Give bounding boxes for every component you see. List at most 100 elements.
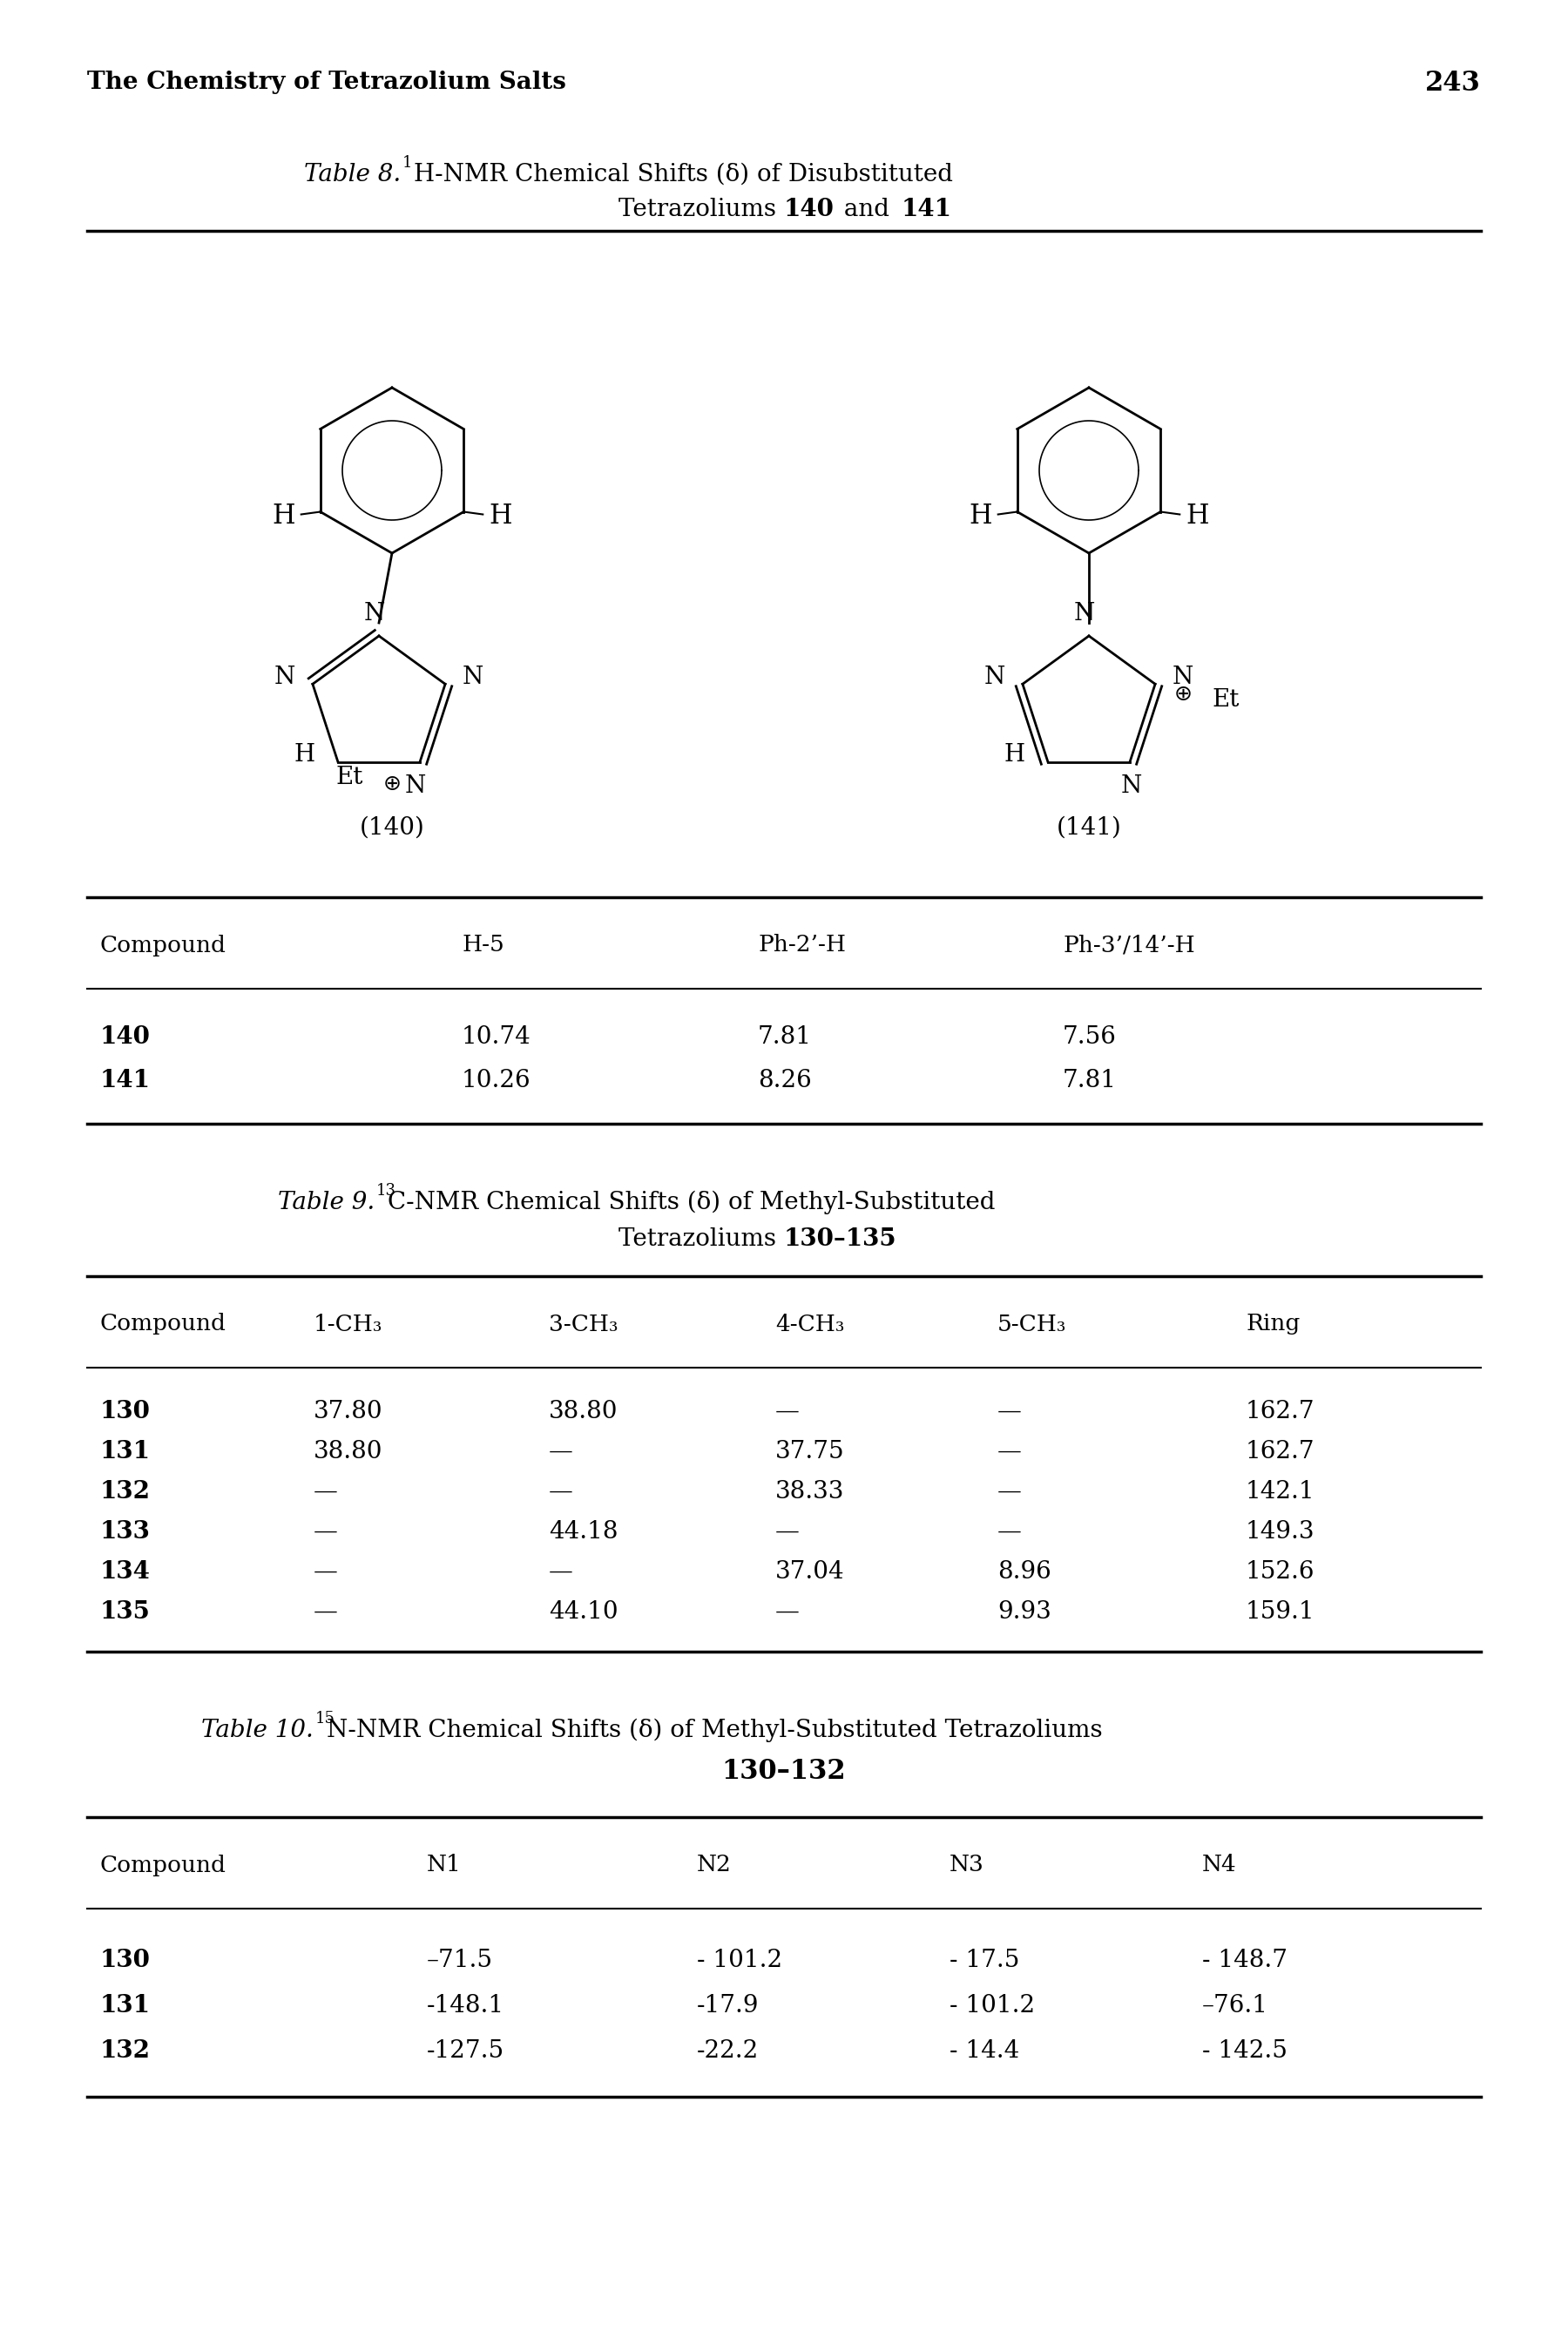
Text: 130–132: 130–132: [721, 1759, 847, 1785]
Text: —: —: [997, 1519, 1022, 1543]
Text: Table 9.: Table 9.: [278, 1190, 375, 1214]
Text: H-NMR Chemical Shifts (δ) of Disubstituted: H-NMR Chemical Shifts (δ) of Disubstitut…: [414, 162, 953, 186]
Text: 8.26: 8.26: [757, 1068, 812, 1091]
Text: –71.5: –71.5: [426, 1950, 492, 1973]
Text: 132: 132: [100, 2039, 151, 2063]
Text: N: N: [1121, 774, 1142, 797]
Text: 38.80: 38.80: [549, 1399, 618, 1423]
Text: 3-CH₃: 3-CH₃: [549, 1312, 618, 1336]
Text: 159.1: 159.1: [1245, 1599, 1316, 1623]
Text: —: —: [549, 1479, 572, 1503]
Text: 7.81: 7.81: [757, 1025, 812, 1049]
Text: Compound: Compound: [100, 1853, 226, 1877]
Text: -148.1: -148.1: [426, 1994, 505, 2018]
Text: ⊕: ⊕: [1174, 684, 1192, 706]
Text: 5-CH₃: 5-CH₃: [997, 1312, 1066, 1336]
Text: ⊕: ⊕: [383, 774, 401, 795]
Text: N3: N3: [950, 1853, 985, 1877]
Text: —: —: [314, 1479, 337, 1503]
Text: 38.80: 38.80: [314, 1439, 383, 1463]
Text: 131: 131: [100, 1439, 151, 1463]
Text: Compound: Compound: [100, 934, 226, 955]
Text: (141): (141): [1057, 816, 1121, 840]
Text: -22.2: -22.2: [696, 2039, 759, 2063]
Text: 142.1: 142.1: [1245, 1479, 1316, 1503]
Text: and: and: [836, 198, 897, 221]
Text: H: H: [489, 503, 511, 529]
Text: —: —: [314, 1599, 337, 1623]
Text: 15: 15: [315, 1710, 336, 1726]
Text: 4-CH₃: 4-CH₃: [775, 1312, 845, 1336]
Text: 132: 132: [100, 1479, 151, 1503]
Text: 8.96: 8.96: [997, 1559, 1051, 1583]
Text: - 101.2: - 101.2: [696, 1950, 782, 1973]
Text: H: H: [1005, 743, 1025, 767]
Text: Table 8.: Table 8.: [304, 162, 401, 186]
Text: Tetrazoliums: Tetrazoliums: [619, 198, 784, 221]
Text: 134: 134: [100, 1559, 151, 1583]
Text: 141: 141: [902, 198, 952, 221]
Text: —: —: [549, 1559, 572, 1583]
Text: N: N: [463, 666, 483, 689]
Text: —: —: [775, 1599, 800, 1623]
Text: 140: 140: [100, 1025, 151, 1049]
Text: N-NMR Chemical Shifts (δ) of Methyl-Substituted Tetrazoliums: N-NMR Chemical Shifts (δ) of Methyl-Subs…: [326, 1717, 1102, 1743]
Text: 37.04: 37.04: [775, 1559, 845, 1583]
Text: (140): (140): [359, 816, 425, 840]
Text: 44.18: 44.18: [549, 1519, 618, 1543]
Text: H: H: [295, 743, 315, 767]
Text: —: —: [549, 1439, 572, 1463]
Text: 38.33: 38.33: [775, 1479, 845, 1503]
Text: 162.7: 162.7: [1245, 1399, 1316, 1423]
Text: Table 10.: Table 10.: [201, 1719, 314, 1743]
Text: 133: 133: [100, 1519, 151, 1543]
Text: N2: N2: [696, 1853, 732, 1877]
Text: —: —: [997, 1439, 1022, 1463]
Text: Ph-3’/14’-H: Ph-3’/14’-H: [1063, 934, 1195, 955]
Text: -17.9: -17.9: [696, 1994, 759, 2018]
Text: N: N: [364, 602, 386, 626]
Text: Ph-2’-H: Ph-2’-H: [757, 934, 845, 955]
Text: N4: N4: [1203, 1853, 1237, 1877]
Text: N1: N1: [426, 1853, 461, 1877]
Text: -127.5: -127.5: [426, 2039, 505, 2063]
Text: 7.56: 7.56: [1063, 1025, 1116, 1049]
Text: 37.80: 37.80: [314, 1399, 383, 1423]
Text: N: N: [1074, 602, 1094, 626]
Text: H: H: [969, 503, 993, 529]
Text: 130–135: 130–135: [784, 1228, 897, 1251]
Text: Ring: Ring: [1245, 1312, 1300, 1336]
Text: 130: 130: [100, 1950, 151, 1973]
Text: N: N: [274, 666, 295, 689]
Text: 162.7: 162.7: [1245, 1439, 1316, 1463]
Text: —: —: [775, 1399, 800, 1423]
Text: - 101.2: - 101.2: [950, 1994, 1035, 2018]
Text: 37.75: 37.75: [775, 1439, 845, 1463]
Text: 149.3: 149.3: [1245, 1519, 1316, 1543]
Text: - 14.4: - 14.4: [950, 2039, 1019, 2063]
Text: —: —: [314, 1559, 337, 1583]
Text: 141: 141: [100, 1068, 151, 1091]
Text: —: —: [997, 1479, 1022, 1503]
Text: 13: 13: [376, 1183, 397, 1200]
Text: —: —: [775, 1519, 800, 1543]
Text: - 17.5: - 17.5: [950, 1950, 1019, 1973]
Text: 140: 140: [784, 198, 834, 221]
Text: H: H: [1185, 503, 1209, 529]
Text: 44.10: 44.10: [549, 1599, 618, 1623]
Text: N: N: [1173, 666, 1193, 689]
Text: Et: Et: [336, 767, 364, 790]
Text: 130: 130: [100, 1399, 151, 1423]
Text: 152.6: 152.6: [1245, 1559, 1316, 1583]
Text: N: N: [405, 774, 426, 797]
Text: N: N: [985, 666, 1005, 689]
Text: 131: 131: [100, 1994, 151, 2018]
Text: 7.81: 7.81: [1063, 1068, 1116, 1091]
Text: 1-CH₃: 1-CH₃: [314, 1312, 383, 1336]
Text: 10.74: 10.74: [461, 1025, 532, 1049]
Text: The Chemistry of Tetrazolium Salts: The Chemistry of Tetrazolium Salts: [88, 71, 566, 94]
Text: C-NMR Chemical Shifts (δ) of Methyl-Substituted: C-NMR Chemical Shifts (δ) of Methyl-Subs…: [387, 1190, 996, 1214]
Text: Tetrazoliums: Tetrazoliums: [619, 1228, 784, 1251]
Text: —: —: [997, 1399, 1022, 1423]
Text: Et: Et: [1212, 689, 1239, 713]
